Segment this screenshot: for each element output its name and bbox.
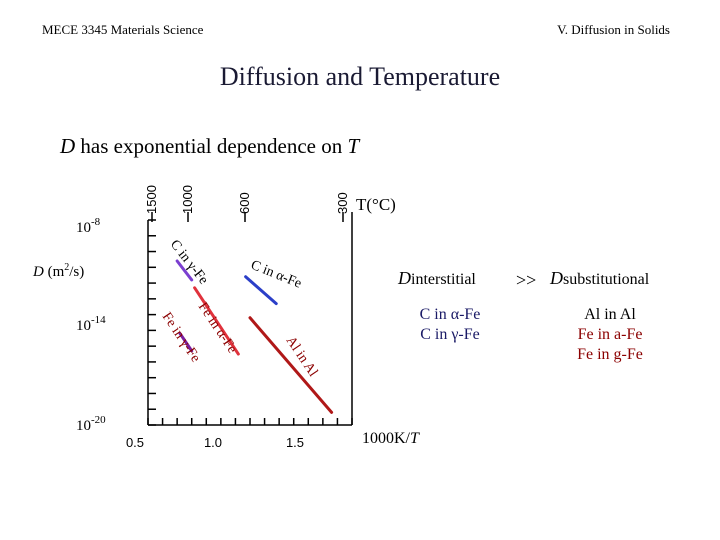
substitutional-item: Fe in g-Fe [577, 346, 643, 363]
substitutional-item: Fe in a-Fe [577, 326, 643, 343]
curve-label: C in γ-Fe [167, 237, 211, 287]
y-tick-label: 10-20 [76, 414, 106, 434]
d-substitutional-subscript: substitutional [563, 271, 650, 288]
x-tick-label: 1.0 [204, 435, 222, 450]
chart-series [175, 259, 334, 414]
subtitle-text: has exponential dependence on [75, 134, 348, 158]
subtitle-var-t: T [347, 134, 360, 158]
slide-title: Diffusion and Temperature [219, 62, 501, 91]
series-line [175, 259, 194, 282]
series-line [178, 332, 194, 353]
curve-label: Fe in γ-Fe [159, 310, 203, 365]
y-tick-label: 10-8 [76, 216, 101, 236]
interstitial-item: C in α-Fe [419, 306, 481, 323]
subtitle-var-d: D [60, 134, 76, 158]
top-axis-label: T(°C) [356, 195, 396, 214]
d-substitutional-symbol: D [550, 268, 563, 288]
series-line [244, 275, 278, 306]
y-axis-label: D (m2/s) [32, 262, 84, 280]
comparison-separator: >> [516, 270, 537, 290]
interstitial-item: C in γ-Fe [420, 326, 480, 343]
curve-label: Al in Al [283, 334, 321, 380]
d-interstitial-heading: Dinterstitial [398, 268, 476, 289]
substitutional-item: Al in Al [584, 306, 636, 323]
top-tick-label: 600 [237, 192, 252, 214]
top-tick-label: 1500 [144, 185, 159, 214]
curve-label: Fe in α-Fe [195, 300, 240, 356]
x-axis-label: 1000K/T [362, 430, 420, 447]
series-line [193, 286, 240, 356]
d-interstitial-subscript: interstitial [411, 271, 476, 288]
substitutional-list: Al in Al Fe in a-Fe Fe in g-Fe [540, 305, 680, 365]
x-tick-label: 0.5 [126, 435, 144, 450]
d-interstitial-symbol: D [398, 268, 411, 288]
x-tick-label: 1.5 [286, 435, 304, 450]
top-tick-label: 1000 [180, 185, 195, 214]
chart-axes: 10-20 10-14 10-8 D (m2/s) 0.5 1.0 1.5 1000K/T 15… [32, 185, 420, 450]
course-header: MECE 3345 Materials Science [42, 22, 204, 37]
series-line [248, 316, 334, 414]
y-tick-label: 10-14 [76, 314, 106, 334]
interstitial-list: C in α-Fe C in γ-Fe [390, 305, 510, 345]
slide-subtitle: D has exponential dependence on T [60, 134, 359, 159]
top-tick-label: 300 [335, 192, 350, 214]
section-header: V. Diffusion in Solids [557, 22, 670, 37]
d-substitutional-heading: Dsubstitutional [550, 268, 649, 289]
